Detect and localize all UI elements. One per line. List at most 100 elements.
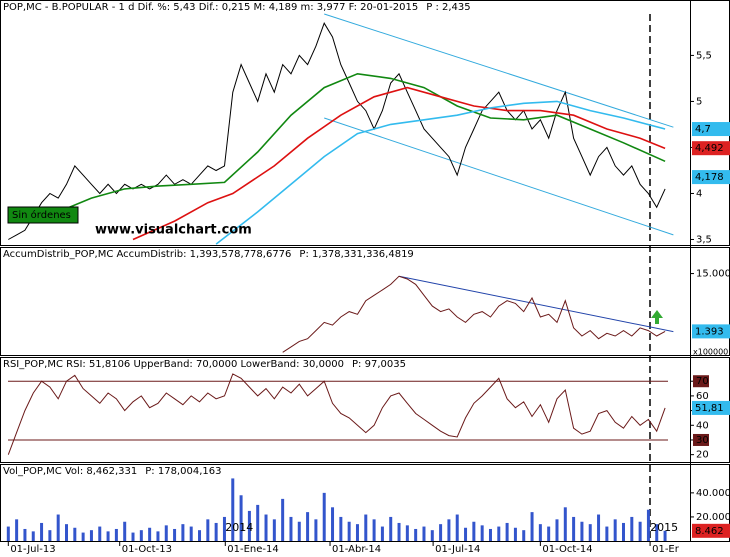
order-box — [7, 206, 79, 224]
volume-bar — [148, 527, 152, 541]
y-tick-label: 60 — [696, 391, 709, 402]
panel-title: RSI_POP,MC RSI: 51,8106 UpperBand: 70,00… — [3, 359, 344, 370]
y-tick-label: 70 — [696, 376, 709, 387]
value-label-box — [692, 170, 730, 185]
volume-bar — [455, 514, 459, 541]
volume-bar — [447, 519, 451, 541]
panel-title: Vol_POP,MC Vol: 8,462,331 — [3, 466, 137, 477]
series-line — [282, 275, 666, 353]
price-panel — [0, 0, 730, 246]
volume-bar — [513, 527, 517, 541]
volume-bar — [347, 521, 351, 541]
volume-bar — [289, 516, 293, 541]
volume-bar — [655, 524, 659, 541]
volume-bar — [114, 528, 118, 541]
x-tick-label: 01-Jul-14 — [435, 544, 480, 555]
volume-bar — [355, 524, 359, 541]
trendline — [324, 117, 674, 236]
volume-bar — [563, 507, 567, 541]
volume-bar — [380, 526, 384, 541]
panel-title-extra: P : 2,435 — [426, 2, 470, 13]
volume-bar — [613, 519, 617, 541]
value-label: 1.393 — [695, 326, 724, 337]
volume-bar — [164, 525, 168, 541]
volume-bar — [31, 531, 35, 541]
panel-title-extra: P: 97,0035 — [352, 359, 406, 370]
value-label: 4,7 — [695, 124, 711, 135]
volume-bar — [430, 530, 434, 541]
volume-bar — [206, 519, 210, 541]
y-tick-label: 4 — [696, 188, 702, 199]
volume-bar — [15, 519, 19, 541]
volume-bar — [106, 531, 110, 541]
value-label-box — [692, 324, 730, 339]
volume-bar — [522, 530, 526, 541]
y-tick-label: 30 — [696, 435, 709, 446]
volume-bar — [314, 519, 318, 541]
volume-bar — [422, 526, 426, 541]
volume-bar — [89, 530, 93, 541]
volume-bar — [281, 498, 285, 541]
x-tick-label: 01-Oct-14 — [542, 544, 592, 555]
year-label: 2014 — [225, 521, 253, 534]
x-tick-label: 01-Oct-13 — [122, 544, 172, 555]
volume-bar — [256, 504, 260, 541]
volume-bar — [488, 528, 492, 541]
value-label: 8.462 — [695, 526, 724, 537]
volume-bar — [56, 514, 60, 541]
volume-bar — [572, 516, 576, 541]
volume-bar — [306, 512, 310, 541]
volume-bar — [372, 519, 376, 541]
volume-bar — [6, 526, 10, 541]
volume-bar — [547, 526, 551, 541]
y-tick-label: 15.000 — [696, 269, 730, 280]
volume-bar — [364, 514, 368, 541]
volume-bar — [98, 526, 102, 541]
series-line — [132, 86, 666, 241]
watermark: www.visualchart.com — [95, 223, 252, 238]
volume-bar — [181, 524, 185, 541]
y-tick-label: 20.000 — [696, 512, 730, 523]
volume-bar — [505, 522, 509, 541]
volume-bar — [81, 532, 85, 541]
y-tick-label: 40.000 — [696, 488, 730, 499]
volume-bar — [472, 521, 476, 541]
x-tick-label: 01-Abr-14 — [332, 544, 381, 555]
volume-bar — [555, 519, 559, 541]
volume-bar — [222, 516, 226, 541]
volume-bar — [231, 478, 235, 541]
volume-bar — [214, 522, 218, 541]
volume-bar — [605, 526, 609, 541]
unit-label: x100000 — [693, 348, 728, 357]
volume-bar — [588, 524, 592, 541]
volume-bar — [414, 528, 418, 541]
volume-bar — [189, 526, 193, 541]
y-tick-label: 5 — [696, 96, 702, 107]
volume-bar — [389, 516, 393, 541]
volume-bar — [156, 531, 160, 541]
volume-bar — [65, 524, 69, 541]
volume-bar — [272, 519, 276, 541]
volume-bar — [131, 532, 135, 541]
volume-bar — [297, 521, 301, 541]
volume-bar — [23, 528, 27, 541]
x-tick-label: 01-Ene-14 — [227, 544, 278, 555]
volume-bar — [40, 522, 44, 541]
volume-bar — [530, 512, 534, 541]
volume-bar — [480, 525, 484, 541]
volume-bar — [497, 526, 501, 541]
volume-bar — [198, 530, 202, 541]
y-tick-label: 3,5 — [696, 234, 712, 245]
volume-bar — [331, 507, 335, 541]
volume-bar — [439, 524, 443, 541]
volume-bar — [538, 524, 542, 541]
volume-bar — [663, 530, 667, 541]
panel-title: AccumDistrib_POP,MC AccumDistrib: 1,393,… — [3, 249, 291, 260]
x-tick-label: 01-Jul-13 — [10, 544, 55, 555]
volume-bar — [247, 510, 251, 541]
year-label: 2015 — [650, 521, 678, 534]
band-label-box — [693, 433, 709, 446]
x-tick-label: 01-Er — [652, 544, 680, 555]
